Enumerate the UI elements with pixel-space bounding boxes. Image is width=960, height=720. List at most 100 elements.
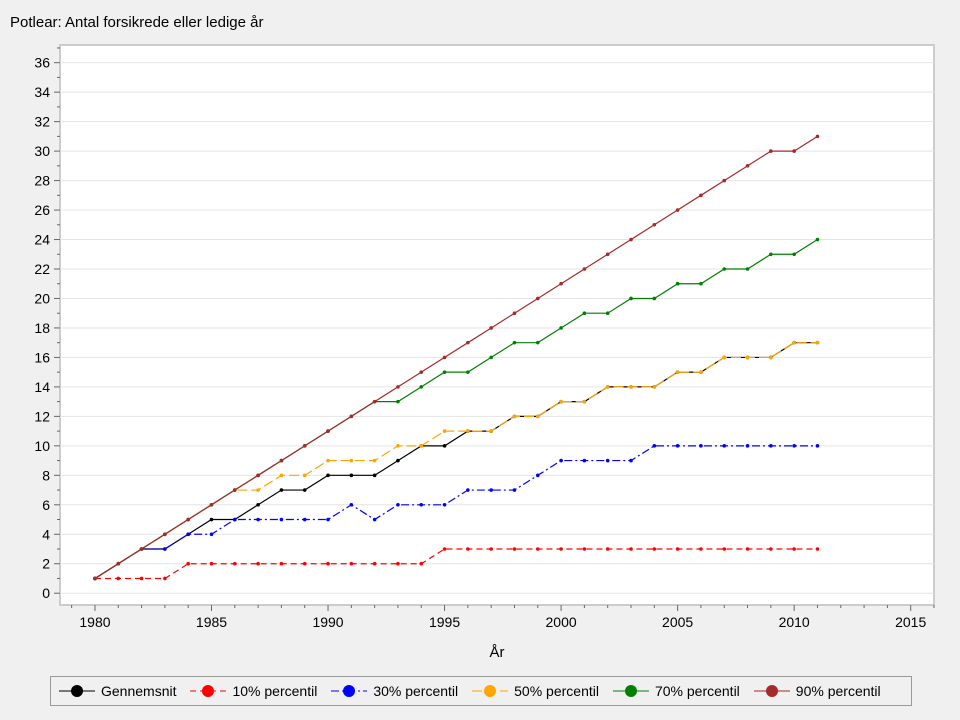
data-point bbox=[489, 547, 493, 551]
data-point bbox=[419, 561, 424, 566]
data-point bbox=[233, 517, 237, 522]
y-tick-label: 4 bbox=[42, 526, 50, 542]
y-tick-label: 28 bbox=[34, 173, 50, 189]
data-point bbox=[396, 458, 400, 463]
legend-marker-icon bbox=[59, 685, 95, 697]
data-point bbox=[675, 208, 680, 212]
data-point bbox=[605, 311, 610, 316]
data-point bbox=[372, 458, 377, 463]
data-point bbox=[815, 340, 820, 345]
data-point bbox=[699, 547, 703, 551]
legend-item: 90% percentil bbox=[753, 683, 881, 699]
legend-marker-icon bbox=[753, 685, 790, 697]
data-point bbox=[279, 473, 284, 478]
series-line bbox=[94, 445, 818, 579]
data-point bbox=[535, 473, 540, 478]
data-point bbox=[559, 281, 563, 286]
data-point bbox=[279, 517, 284, 522]
data-point bbox=[722, 444, 727, 448]
data-point bbox=[605, 252, 610, 257]
plot-area bbox=[59, 44, 935, 606]
data-point bbox=[815, 444, 820, 448]
y-tick-label: 16 bbox=[34, 349, 50, 365]
legend-item: 30% percentil bbox=[331, 683, 458, 699]
y-tick-label: 20 bbox=[34, 290, 50, 306]
data-point bbox=[93, 576, 97, 581]
data-point bbox=[699, 444, 703, 448]
data-point bbox=[163, 547, 167, 551]
y-tick-label: 26 bbox=[34, 202, 50, 218]
legend-item: 70% percentil bbox=[612, 683, 740, 699]
data-point bbox=[349, 502, 354, 507]
data-point bbox=[302, 561, 307, 566]
data-point bbox=[559, 458, 563, 463]
data-point bbox=[419, 385, 424, 389]
data-point bbox=[186, 517, 190, 522]
y-tick-label: 18 bbox=[34, 320, 50, 336]
y-tick-label: 24 bbox=[34, 232, 50, 248]
data-point bbox=[466, 488, 470, 492]
y-tick-label: 8 bbox=[42, 467, 50, 483]
data-point bbox=[256, 473, 260, 478]
data-point bbox=[512, 488, 517, 492]
data-point bbox=[652, 547, 657, 551]
y-tick-label: 14 bbox=[34, 379, 50, 395]
data-point bbox=[372, 399, 377, 404]
data-point bbox=[466, 429, 470, 433]
data-point bbox=[792, 252, 796, 257]
data-point bbox=[279, 488, 284, 492]
data-point bbox=[372, 517, 377, 522]
data-point bbox=[815, 134, 820, 139]
data-point bbox=[699, 193, 703, 198]
x-tick-label: 2005 bbox=[662, 614, 693, 630]
data-point bbox=[559, 547, 563, 551]
legend: Gennemsnit 10% percentil 30% percentil 50% … bbox=[50, 676, 912, 706]
data-point bbox=[699, 370, 703, 374]
data-point bbox=[139, 576, 144, 581]
data-point bbox=[442, 355, 447, 360]
legend-label: 70% percentil bbox=[654, 683, 740, 699]
data-point bbox=[139, 547, 144, 551]
data-point bbox=[442, 370, 447, 374]
data-point bbox=[745, 267, 750, 271]
data-point bbox=[349, 414, 354, 419]
data-point bbox=[769, 355, 773, 360]
data-point bbox=[699, 281, 703, 286]
data-point bbox=[466, 340, 470, 345]
data-point bbox=[559, 326, 563, 330]
legend-item: Gennemsnit bbox=[59, 683, 176, 699]
series-line bbox=[94, 135, 818, 579]
data-point bbox=[582, 458, 587, 463]
data-point bbox=[256, 488, 260, 492]
y-tick-label: 22 bbox=[34, 261, 50, 277]
data-point bbox=[745, 444, 750, 448]
data-point bbox=[233, 561, 237, 566]
data-point bbox=[769, 149, 773, 153]
data-point bbox=[349, 561, 354, 566]
data-point bbox=[652, 444, 657, 448]
data-point bbox=[302, 517, 307, 522]
data-point bbox=[302, 488, 307, 492]
legend-marker-icon bbox=[612, 685, 649, 697]
data-point bbox=[396, 399, 400, 404]
data-point bbox=[605, 385, 610, 389]
data-point bbox=[279, 458, 284, 463]
data-point bbox=[582, 547, 587, 551]
data-point bbox=[652, 222, 657, 227]
data-point bbox=[512, 414, 517, 419]
data-point bbox=[629, 385, 633, 389]
y-tick-label: 0 bbox=[42, 585, 50, 601]
data-point bbox=[116, 561, 121, 566]
data-point bbox=[652, 296, 657, 301]
data-point bbox=[326, 561, 330, 566]
data-point bbox=[489, 429, 493, 433]
legend-item: 50% percentil bbox=[472, 683, 599, 699]
data-point bbox=[489, 488, 493, 492]
data-point bbox=[466, 370, 470, 374]
data-point bbox=[209, 561, 214, 566]
data-point bbox=[792, 149, 796, 153]
data-point bbox=[769, 547, 773, 551]
data-point bbox=[302, 444, 307, 448]
data-point bbox=[675, 444, 680, 448]
